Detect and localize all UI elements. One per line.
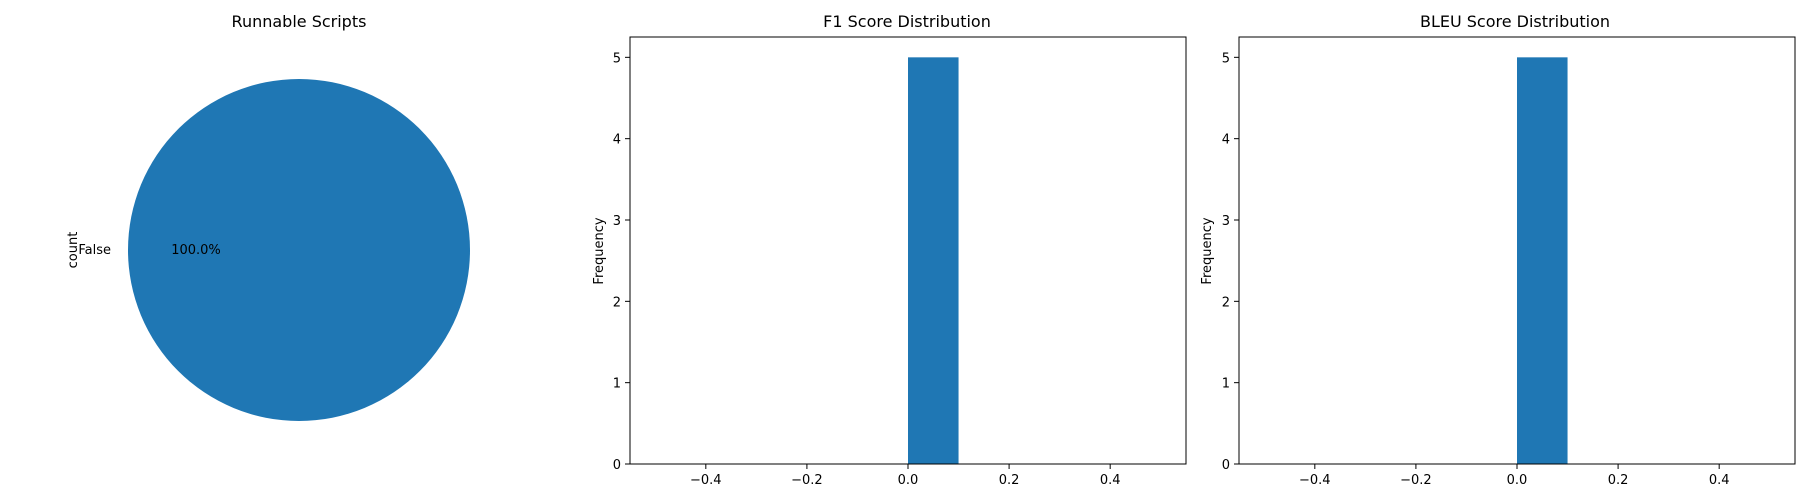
- x-tick-label: 0.0: [898, 473, 919, 488]
- y-tick-label: 2: [613, 295, 621, 310]
- y-tick-label: 0: [1222, 458, 1230, 473]
- pie-panel: Runnable Scripts count False 100.0%: [66, 12, 470, 421]
- pie-slice: [128, 79, 470, 421]
- x-tick-label: 0.4: [1709, 473, 1730, 488]
- pie-slices: [128, 79, 470, 421]
- y-tick-label: 1: [1222, 377, 1230, 392]
- y-tick-label: 1: [613, 377, 621, 392]
- histogram-bar: [908, 57, 959, 464]
- bleu-histogram-title: BLEU Score Distribution: [1420, 12, 1610, 31]
- f1-histogram-ylabel: Frequency: [592, 217, 607, 284]
- x-tick-label: −0.2: [791, 473, 823, 488]
- y-tick-label: 2: [1222, 295, 1230, 310]
- f1-histogram-panel: F1 Score Distribution Frequency −0.4 −0.2…: [592, 12, 1187, 488]
- y-tick-label: 4: [1222, 133, 1230, 148]
- histogram-bar: [1517, 57, 1568, 464]
- x-tick-label: −0.2: [1400, 473, 1432, 488]
- bleu-histogram-panel: BLEU Score Distribution Frequency −0.4 −0…: [1200, 12, 1796, 488]
- x-tick-label: 0.4: [1100, 473, 1121, 488]
- pie-title: Runnable Scripts: [232, 12, 367, 31]
- pie-slice-label: False: [78, 243, 111, 258]
- pie-ylabel: count: [66, 232, 81, 269]
- y-tick-label: 3: [1222, 214, 1230, 229]
- x-tick-label: 0.0: [1507, 473, 1528, 488]
- pie-percent-label: 100.0%: [171, 243, 221, 258]
- bleu-histogram-plot: −0.4 −0.2 0.0 0.2 0.4 0 1 2 3 4 5: [1222, 36, 1796, 488]
- y-tick-label: 5: [613, 51, 621, 66]
- x-tick-label: 0.2: [999, 473, 1020, 488]
- bleu-histogram-ylabel: Frequency: [1200, 217, 1215, 284]
- y-tick-label: 5: [1222, 51, 1230, 66]
- f1-histogram-plot: −0.4 −0.2 0.0 0.2 0.4 0 1 2 3 4 5: [613, 36, 1187, 488]
- x-tick-label: −0.4: [690, 473, 722, 488]
- f1-histogram-title: F1 Score Distribution: [823, 12, 991, 31]
- y-tick-label: 3: [613, 214, 621, 229]
- x-tick-label: −0.4: [1299, 473, 1331, 488]
- x-tick-label: 0.2: [1608, 473, 1629, 488]
- y-tick-label: 0: [613, 458, 621, 473]
- y-tick-label: 4: [613, 133, 621, 148]
